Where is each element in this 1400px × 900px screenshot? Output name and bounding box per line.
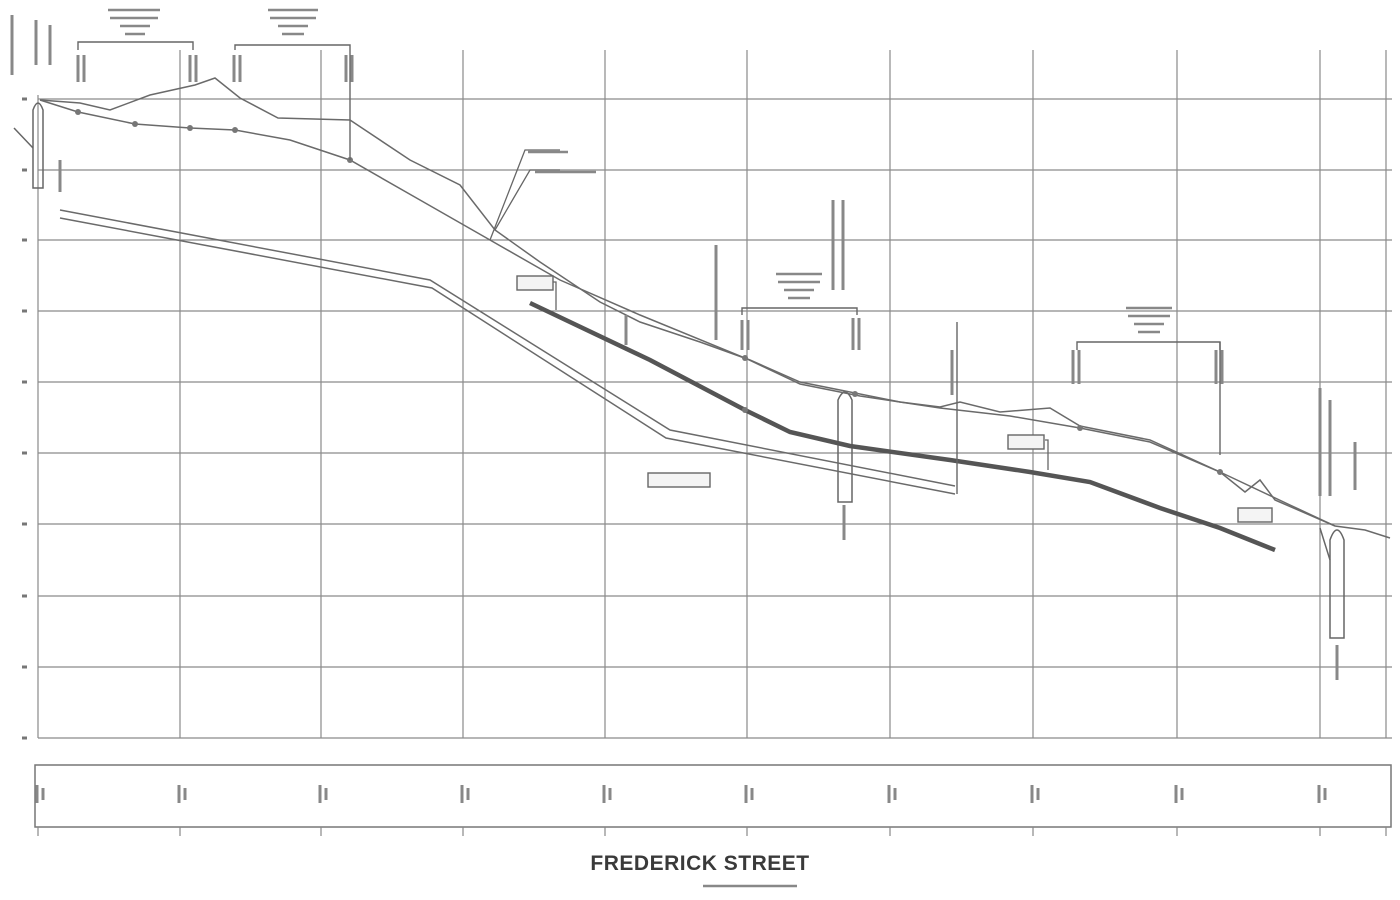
right-manhole xyxy=(1319,527,1345,639)
proposed-profile xyxy=(39,99,1336,527)
mid-manhole xyxy=(837,391,853,503)
vertical-curve-brackets xyxy=(77,41,1221,494)
note-boxes xyxy=(516,275,1273,523)
station-band xyxy=(34,764,1392,828)
station-band-ticks xyxy=(37,827,1387,836)
profile-points xyxy=(75,109,1223,475)
vertical-annotation-marks xyxy=(10,15,1357,680)
page-title: FREDERICK STREET xyxy=(590,852,810,875)
left-manhole xyxy=(13,102,44,189)
profile-grid xyxy=(37,50,1392,739)
upper-pipe xyxy=(59,209,956,495)
proposed-main xyxy=(529,300,1276,553)
elevation-ticks xyxy=(22,97,27,740)
annotation-marks xyxy=(108,8,1172,888)
band-station-labels xyxy=(35,785,1327,803)
